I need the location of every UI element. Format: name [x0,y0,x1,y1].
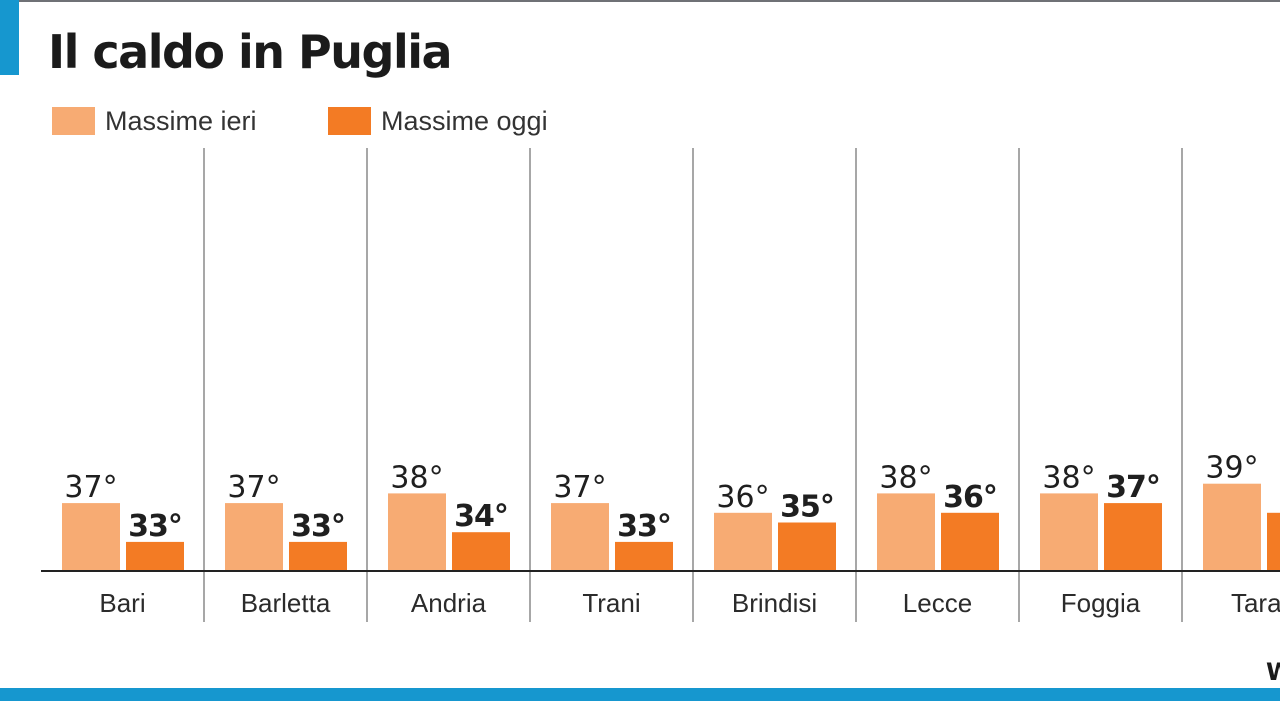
value-label-ieri: 37° [64,470,117,505]
bar-oggi [126,541,184,571]
legend-item-ieri: Massime ieri [52,107,257,135]
bar-ieri [1203,483,1261,571]
chart-title: Il caldo in Puglia [48,25,453,79]
watermark-text: W [1266,658,1280,686]
category-label: Andria [411,588,487,618]
category-label: Bari [99,588,145,618]
value-label-oggi: 33° [617,509,671,544]
bar-oggi [941,512,999,571]
category-label: Barletta [241,588,331,618]
bar-ieri [551,503,609,571]
bar-oggi [615,541,673,571]
bar-ieri [62,503,120,571]
value-label-oggi: 33° [128,509,182,544]
bar-ieri [1040,493,1098,571]
value-label-ieri: 39° [1205,451,1258,486]
legend-swatch-ieri [52,107,95,135]
bar-oggi [452,532,510,571]
category-label: Lecce [903,588,972,618]
value-label-ieri: 36° [716,480,769,515]
value-label-oggi: 37° [1106,470,1160,505]
value-label-oggi: 34° [454,499,508,534]
value-label-oggi: 35° [780,490,834,525]
bar-ieri [714,512,772,571]
value-label-ieri: 38° [879,460,932,495]
value-label-ieri: 37° [227,470,280,505]
bar-ieri [877,493,935,571]
category-label: Taran [1231,588,1280,618]
bar-ieri [225,503,283,571]
value-label-oggi: 36° [943,480,997,515]
legend-swatch-oggi [328,107,371,135]
value-label-ieri: 38° [390,460,443,495]
legend-label-ieri: Massime ieri [105,105,257,136]
legend-item-oggi: Massime oggi [328,107,548,135]
category-label: Foggia [1061,588,1141,618]
top-rule [0,0,1280,2]
bar-oggi [289,541,347,571]
left-accent-bar [0,0,19,75]
legend-label-oggi: Massime oggi [381,105,548,136]
bar-ieri [388,493,446,571]
bar-oggi [1267,512,1280,571]
bar-oggi [1104,503,1162,571]
bottom-accent-bar [0,688,1280,701]
bar-oggi [778,522,836,571]
value-label-ieri: 37° [553,470,606,505]
category-label: Trani [582,588,640,618]
category-label: Brindisi [732,588,817,618]
value-label-ieri: 38° [1042,460,1095,495]
value-label-oggi: 33° [291,509,345,544]
